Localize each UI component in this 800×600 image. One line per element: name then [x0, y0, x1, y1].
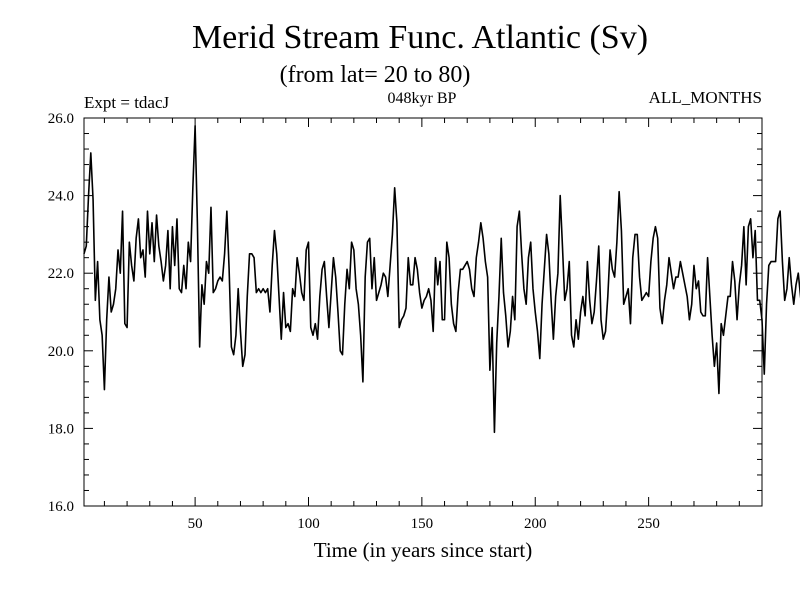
- y-tick-label: 22.0: [48, 266, 74, 282]
- period-label: 048kyr BP: [388, 90, 457, 107]
- x-tick-label: 200: [524, 516, 547, 532]
- months-label: ALL_MONTHS: [649, 88, 762, 107]
- axis-tick-labels: 16.0 18.0 20.0 22.0 24.0 26.0 50 100 150 200 250: [48, 111, 660, 532]
- y-tick-label: 26.0: [48, 111, 74, 127]
- series-line: [83, 124, 800, 434]
- chart-title: Merid Stream Func. Atlantic (Sv): [192, 19, 648, 56]
- x-tick-label: 250: [637, 516, 660, 532]
- y-tick-label: 24.0: [48, 189, 74, 205]
- experiment-label: Expt = tdacJ: [84, 93, 170, 112]
- x-axis-label: Time (in years since start): [314, 538, 533, 562]
- y-tick-label: 18.0: [48, 421, 74, 437]
- x-tick-label: 100: [297, 516, 320, 532]
- chart-subtitle: (from lat= 20 to 80): [280, 62, 471, 88]
- y-tick-label: 16.0: [48, 499, 74, 515]
- plot-frame: [83, 117, 763, 507]
- x-tick-label: 50: [188, 516, 203, 532]
- x-tick-label: 150: [411, 516, 434, 532]
- y-tick-label: 20.0: [48, 344, 74, 360]
